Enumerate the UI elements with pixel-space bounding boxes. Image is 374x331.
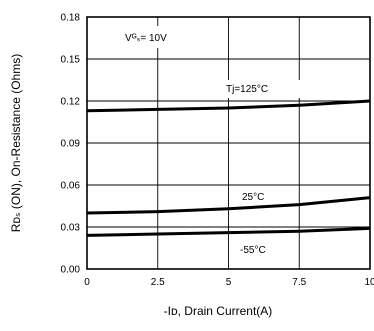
- x-tick-label: 0: [84, 277, 90, 288]
- series-label-bg-3: [237, 240, 271, 256]
- plot-frame: [86, 16, 371, 270]
- x-tick-label: 2.5: [151, 277, 165, 288]
- y-tick-label: 0.00: [61, 265, 81, 276]
- axis-ticks: 0.00 0.03 0.06 0.09 0.12 0.15 0.18 0 2.5 5 7.5 10: [61, 13, 374, 289]
- series-label-bg-1: [222, 80, 300, 98]
- series-line-2: [86, 196, 371, 215]
- y-tick-label: 0.03: [61, 223, 81, 234]
- y-tick-label: 0.12: [61, 97, 81, 108]
- series-label-bg-2: [238, 188, 268, 204]
- x-tick-label: 7.5: [292, 277, 306, 288]
- x-tick-label: 5: [226, 277, 232, 288]
- series-line-3: [86, 226, 371, 237]
- x-axis-title: -Iᴅ, Drain Current(A): [164, 304, 273, 318]
- y-tick-label: 0.09: [61, 139, 81, 150]
- data-series: [86, 99, 371, 237]
- series-label-tj125: Tj=125°C: [226, 84, 268, 95]
- y-tick-label: 0.18: [61, 13, 81, 24]
- series-label-25c: 25°C: [242, 192, 264, 203]
- y-tick-label: 0.06: [61, 181, 81, 192]
- y-tick-label: 0.15: [61, 55, 81, 66]
- condition-label-box: [110, 26, 198, 48]
- x-tick-label: 10: [364, 277, 374, 288]
- series-line-1: [86, 99, 371, 113]
- y-axis-title: Rᴅₛ (ON), On-Resistance (Ohms): [9, 54, 23, 232]
- series-label-minus55c: -55°C: [240, 245, 266, 256]
- condition-label: Vᴳₛ= 10V: [125, 33, 167, 44]
